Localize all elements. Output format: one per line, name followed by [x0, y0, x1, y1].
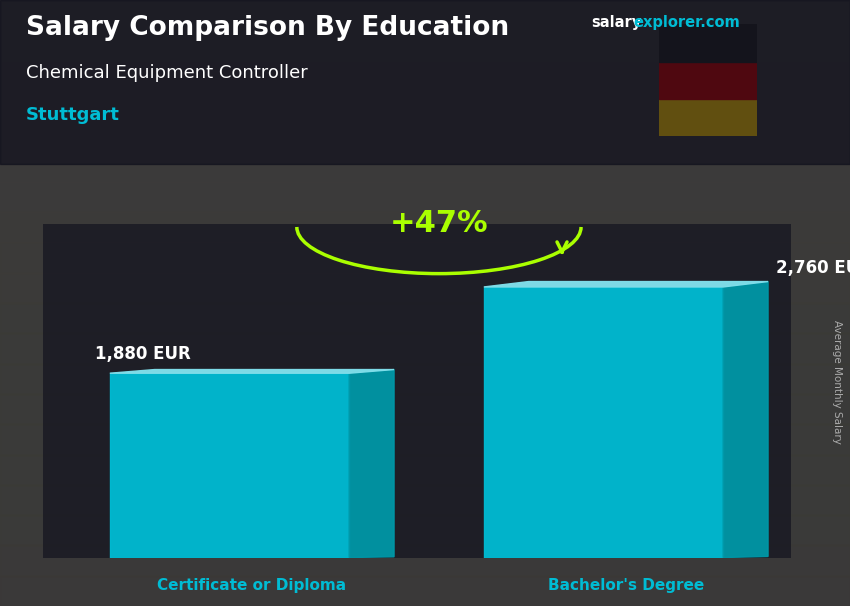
Polygon shape	[484, 287, 723, 558]
Bar	[0, 242, 850, 273]
Bar	[0, 212, 850, 242]
Bar	[0, 394, 850, 424]
Text: Chemical Equipment Controller: Chemical Equipment Controller	[26, 64, 307, 82]
Bar	[0, 485, 850, 515]
Bar	[0, 424, 850, 454]
Text: salary: salary	[591, 15, 641, 30]
Bar	[0, 182, 850, 212]
Bar	[0, 61, 850, 91]
Text: Bachelor's Degree: Bachelor's Degree	[547, 578, 704, 593]
Bar	[0, 576, 850, 606]
Text: Certificate or Diploma: Certificate or Diploma	[157, 578, 347, 593]
Polygon shape	[484, 282, 768, 287]
Bar	[0, 30, 850, 61]
Bar	[659, 24, 756, 62]
Bar	[0, 364, 850, 394]
Polygon shape	[110, 370, 394, 373]
Text: Salary Comparison By Education: Salary Comparison By Education	[26, 15, 508, 41]
Bar	[0, 273, 850, 303]
Bar	[0, 545, 850, 576]
Bar	[0, 515, 850, 545]
Polygon shape	[110, 373, 349, 558]
Text: +47%: +47%	[389, 209, 488, 238]
Bar	[659, 99, 756, 136]
Bar	[0, 0, 850, 30]
Text: explorer.com: explorer.com	[633, 15, 740, 30]
Bar	[0, 454, 850, 485]
Text: Stuttgart: Stuttgart	[26, 106, 119, 124]
Polygon shape	[723, 282, 768, 558]
Text: Average Monthly Salary: Average Monthly Salary	[832, 320, 842, 444]
Bar	[0, 303, 850, 333]
Bar	[0, 333, 850, 364]
Bar	[659, 62, 756, 99]
Text: 1,880 EUR: 1,880 EUR	[95, 345, 190, 363]
Text: 2,760 EUR: 2,760 EUR	[775, 259, 850, 277]
Polygon shape	[349, 370, 394, 558]
Bar	[0, 91, 850, 121]
Bar	[0, 121, 850, 152]
Bar	[0, 152, 850, 182]
